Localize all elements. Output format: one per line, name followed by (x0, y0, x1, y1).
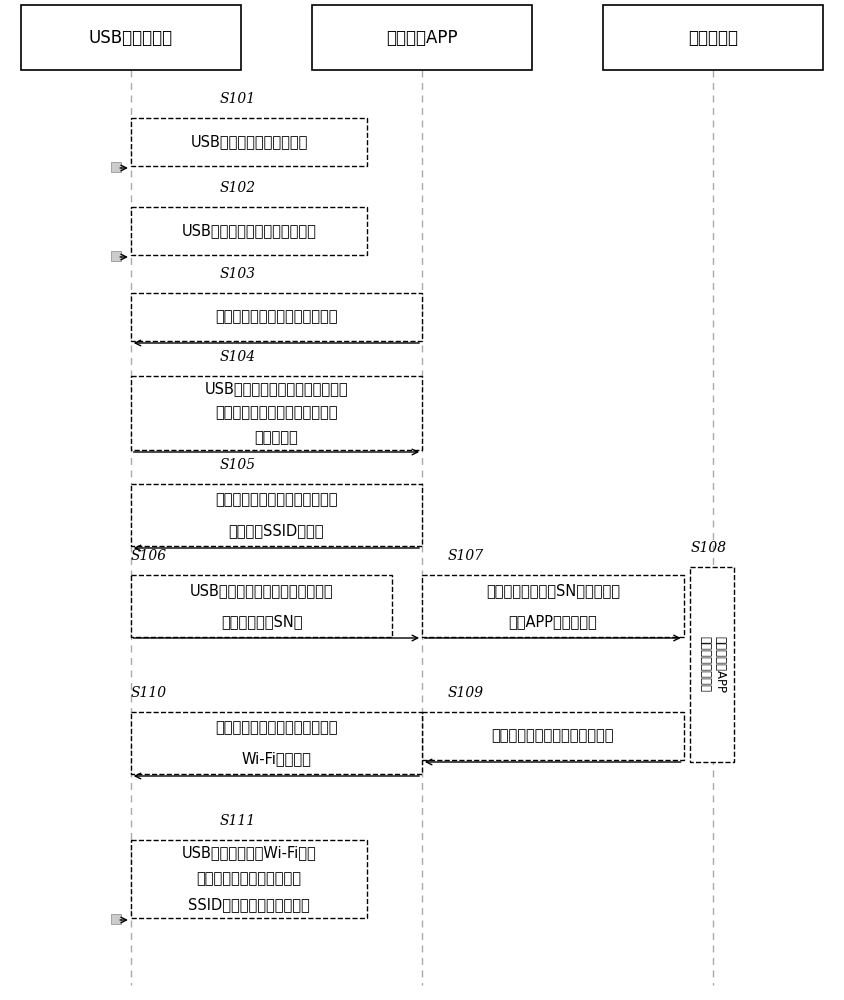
Bar (111, 914, 121, 924)
Text: S108: S108 (690, 541, 727, 555)
Bar (21, 5, 241, 70)
Bar (422, 575, 684, 637)
Bar (131, 207, 367, 255)
Text: USB即插型模组的蓝牙模块与移动: USB即插型模组的蓝牙模块与移动 (204, 381, 349, 396)
Bar (131, 293, 422, 341)
Bar (690, 567, 734, 762)
Text: USB即插型模组插入洗衣机: USB即插型模组插入洗衣机 (190, 134, 308, 149)
Text: 手机通过上述信息通道发送启动: 手机通过上述信息通道发送启动 (215, 720, 338, 735)
Text: S104: S104 (219, 350, 256, 364)
Text: Wi-Fi芯片指令: Wi-Fi芯片指令 (241, 751, 311, 766)
Text: 云端服务器: 云端服务器 (688, 28, 738, 46)
Text: 手机通过上述信息通道发送无线: 手机通过上述信息通道发送无线 (215, 492, 338, 507)
Text: 发送洗衣机的SN码: 发送洗衣机的SN码 (221, 614, 302, 629)
Text: S110: S110 (131, 686, 167, 700)
Bar (111, 251, 121, 261)
Bar (131, 484, 422, 546)
Bar (131, 118, 367, 166)
Text: 立信息通道: 立信息通道 (255, 430, 298, 445)
Text: 终端的蓝牙模块匹配成功，并建: 终端的蓝牙模块匹配成功，并建 (215, 406, 338, 420)
Bar (131, 376, 422, 450)
Bar (603, 5, 823, 70)
Text: SSID和密码自动连接局域网: SSID和密码自动连接局域网 (188, 897, 310, 912)
Text: 移动终端APP: 移动终端APP (387, 28, 457, 46)
Bar (131, 575, 392, 637)
Text: S102: S102 (219, 181, 256, 195)
Text: S111: S111 (219, 814, 256, 828)
Text: 手机发送洗衣机的SN码和手机中: 手机发送洗衣机的SN码和手机中 (486, 583, 619, 598)
Text: 路由器的SSID和密码: 路由器的SSID和密码 (229, 523, 324, 538)
Bar (111, 162, 121, 172)
Bar (131, 840, 367, 918)
Bar (422, 712, 684, 760)
Bar (131, 712, 422, 774)
Text: S105: S105 (219, 458, 256, 472)
Text: USB即插型模组的蓝牙模块启动: USB即插型模组的蓝牙模块启动 (181, 224, 316, 238)
Text: USB即插型模组通过上述信息通道: USB即插型模组通过上述信息通道 (190, 583, 333, 598)
Bar (312, 5, 532, 70)
Text: S109: S109 (447, 686, 484, 700)
Text: S101: S101 (219, 92, 256, 106)
Text: USB即插型模组的Wi-Fi芯片: USB即插型模组的Wi-Fi芯片 (181, 846, 316, 860)
Text: USB即插型模组: USB即插型模组 (89, 28, 173, 46)
Text: S103: S103 (219, 267, 256, 281)
Text: 移动终端发起蓝牙配对连接请求: 移动终端发起蓝牙配对连接请求 (215, 310, 338, 324)
Text: S106: S106 (131, 549, 167, 563)
Text: S107: S107 (447, 549, 484, 563)
Text: 配网APP的用户账号: 配网APP的用户账号 (508, 614, 598, 629)
Text: 手机中配网APP
与发送交号行签定: 手机中配网APP 与发送交号行签定 (698, 636, 727, 693)
Text: 云端服务器发发送绑定成功信息: 云端服务器发发送绑定成功信息 (491, 728, 614, 744)
Text: 启动，并根据无线路由器的: 启动，并根据无线路由器的 (197, 871, 301, 886)
